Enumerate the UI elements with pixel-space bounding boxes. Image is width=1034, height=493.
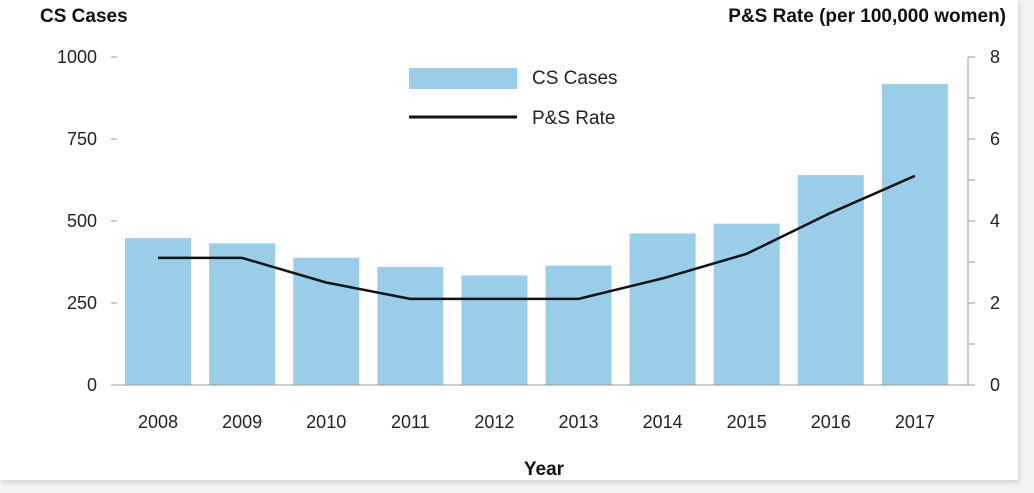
bar-2012	[461, 275, 528, 385]
x-axis-title: Year	[524, 459, 565, 480]
legend-label-cs-cases: CS Cases	[532, 68, 618, 89]
x-tick-label-2016: 2016	[811, 412, 851, 432]
chart-card: CS Cases P&S Rate (per 100,000 women) Ye…	[0, 0, 1018, 480]
y-axis-right-ticks: 0 2 4 6 8	[968, 47, 1000, 395]
y-right-tick-label: 0	[990, 375, 1000, 395]
bar-2014	[629, 233, 696, 385]
bar-2008	[125, 238, 191, 385]
x-tick-label-2017: 2017	[895, 412, 935, 432]
y-axis-right-title: P&S Rate (per 100,000 women)	[728, 6, 1006, 27]
ps-rate-line	[158, 174, 916, 301]
x-tick-label-2010: 2010	[306, 412, 346, 432]
bars-group	[125, 83, 948, 386]
x-tick-label-2012: 2012	[474, 412, 514, 432]
x-tick-label-2015: 2015	[727, 412, 767, 432]
bar-2017	[881, 83, 948, 386]
y-axis-left-title: CS Cases	[40, 6, 128, 27]
x-tick-label-2013: 2013	[558, 412, 598, 432]
x-tick-label-2011: 2011	[391, 412, 430, 432]
y-left-tick-label: 1000	[57, 47, 97, 67]
y-axis-left-ticks: 0 250 500 750 1000	[57, 47, 117, 395]
bar-2015	[713, 223, 780, 385]
legend: CS Cases P&S Rate	[409, 68, 618, 129]
x-axis-ticks: 2008 2009 2010 2011 2012 2013 2014 2015 2016 2017	[138, 412, 935, 432]
y-left-tick-label: 500	[67, 211, 97, 231]
y-left-tick-label: 0	[87, 375, 97, 395]
y-right-tick-label: 4	[990, 211, 1000, 231]
bar-2009	[209, 243, 276, 385]
y-left-tick-label: 250	[67, 293, 97, 313]
bar-2010	[293, 257, 360, 385]
y-right-tick-label: 8	[990, 47, 1000, 67]
y-right-tick-label: 2	[990, 293, 1000, 313]
chart-svg: CS Cases P&S Rate (per 100,000 women) Ye…	[40, 6, 1006, 480]
x-tick-label-2014: 2014	[643, 412, 683, 432]
legend-swatch-bar	[409, 68, 517, 89]
y-right-tick-label: 6	[990, 129, 1000, 149]
line-group	[157, 174, 916, 301]
bar-2013	[545, 265, 612, 385]
x-tick-label-2009: 2009	[222, 412, 262, 432]
bar-2011	[377, 266, 444, 385]
y-left-tick-label: 750	[67, 129, 97, 149]
legend-label-ps-rate: P&S Rate	[532, 108, 615, 129]
x-tick-label-2008: 2008	[138, 412, 178, 432]
bar-2016	[797, 175, 864, 385]
